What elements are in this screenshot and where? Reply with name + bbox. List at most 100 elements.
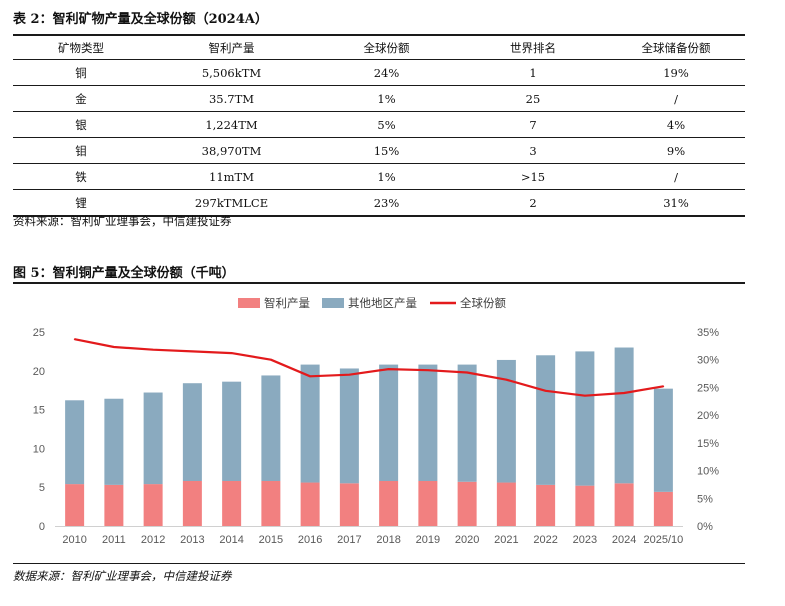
legend-swatch: [322, 298, 344, 308]
figure-top-rule: [13, 282, 745, 284]
cell-reserve: 9%: [607, 137, 745, 164]
legend-swatch: [238, 298, 260, 308]
header-global-share: 全球份额: [314, 34, 459, 60]
cell-share: 1%: [314, 85, 459, 112]
cell-reserve: 19%: [607, 59, 745, 86]
cell-reserve: /: [607, 163, 745, 190]
right-axis-tick-label: 5%: [697, 493, 713, 505]
bar-chile-output: [339, 483, 359, 526]
left-axis-tick-label: 20: [33, 366, 45, 378]
cell-share: 1%: [314, 163, 459, 190]
figure-title: 图 5：智利铜产量及全球份额（千吨）: [13, 266, 235, 281]
bar-other-output: [222, 381, 242, 481]
cell-mineral: 银: [13, 111, 149, 138]
right-axis-tick-label: 35%: [697, 327, 719, 339]
bar-chile-output: [418, 480, 438, 526]
share-point: [230, 352, 233, 354]
bar-other-output: [418, 364, 438, 481]
figure-source: 数据来源：智利矿业理事会，中信建投证券: [13, 569, 232, 583]
cell-output: 11mTM: [149, 163, 314, 190]
bar-chile-output: [182, 480, 202, 526]
x-axis-tick-label: 2010: [62, 534, 86, 546]
bar-other-output: [536, 355, 556, 485]
table-row: 铜 5,506kTM 24% 1 19%: [13, 59, 745, 86]
x-axis-tick-label: 2019: [416, 534, 440, 546]
table-source: 资料来源：智利矿业理事会，中信建投证券: [13, 214, 232, 228]
left-axis-tick-label: 0: [39, 521, 45, 533]
legend-label: 其他地区产量: [348, 296, 417, 310]
share-point: [387, 368, 390, 370]
bar-other-output: [300, 364, 320, 483]
header-world-rank: 世界排名: [459, 34, 607, 60]
bar-chile-output: [300, 482, 320, 526]
bar-chile-output: [575, 485, 595, 526]
chart-bars: [65, 347, 673, 526]
cell-rank: 3: [459, 137, 607, 164]
cell-reserve: /: [607, 85, 745, 112]
bar-chile-output: [653, 491, 673, 526]
legend-label: 全球份额: [460, 296, 506, 310]
x-axis-tick-label: 2014: [219, 534, 243, 546]
cell-rank: 2: [459, 189, 607, 217]
share-point: [505, 378, 508, 381]
header-chile-output: 智利产量: [149, 34, 314, 60]
bar-chile-output: [457, 481, 477, 526]
right-axis-tick-label: 25%: [697, 382, 719, 394]
bar-chile-output: [379, 480, 399, 526]
bar-chile-output: [143, 484, 163, 526]
right-axis-tick-label: 20%: [697, 410, 719, 422]
bar-chile-output: [222, 480, 242, 526]
share-point: [584, 394, 586, 397]
cell-mineral: 金: [13, 85, 149, 112]
bar-chile-output: [536, 484, 556, 526]
share-point: [270, 358, 272, 361]
legend-label: 智利产量: [264, 296, 310, 310]
cell-rank: 7: [459, 111, 607, 138]
share-point: [113, 346, 115, 348]
chart-share-line: [73, 338, 665, 397]
bar-other-output: [339, 368, 359, 484]
cell-share: 5%: [314, 111, 459, 138]
right-axis-tick-label: 30%: [697, 355, 719, 367]
cell-output: 1,224TM: [149, 111, 314, 138]
bar-other-output: [104, 398, 124, 485]
bar-other-output: [614, 347, 634, 484]
x-axis-tick-label: 2018: [376, 534, 400, 546]
share-point: [309, 375, 311, 378]
x-axis-tick-label: 2012: [141, 534, 165, 546]
bar-chile-output: [104, 484, 124, 526]
bar-other-output: [261, 375, 281, 481]
cell-share: 23%: [314, 189, 459, 217]
x-axis-tick-label: 2011: [102, 534, 126, 546]
share-point: [466, 371, 468, 374]
table-row: 铁 11mTM 1% >15 /: [13, 163, 745, 190]
bar-other-output: [65, 400, 85, 485]
bar-other-output: [575, 351, 595, 486]
share-point: [73, 338, 76, 341]
cell-reserve: 4%: [607, 111, 745, 138]
x-axis-tick-label: 2015: [259, 534, 283, 546]
bar-other-output: [143, 392, 163, 485]
share-line: [74, 338, 664, 397]
share-point: [191, 350, 194, 353]
share-point: [348, 373, 351, 376]
bar-chile-output: [496, 482, 516, 526]
right-axis-tick-label: 10%: [697, 466, 719, 478]
x-axis-tick-label: 2022: [533, 534, 557, 546]
table-title: 表 2：智利矿物产量及全球份额（2024A）: [13, 12, 268, 27]
cell-mineral: 锂: [13, 189, 149, 217]
cell-share: 24%: [314, 59, 459, 86]
bar-chile-output: [261, 480, 281, 526]
header-reserve-share: 全球储备份额: [607, 34, 745, 60]
x-axis-tick-label: 2023: [573, 534, 597, 546]
cell-mineral: 钼: [13, 137, 149, 164]
share-point: [662, 385, 665, 388]
bar-chile-output: [614, 483, 634, 526]
cell-output: 5,506kTM: [149, 59, 314, 86]
minerals-table: 矿物类型 智利产量 全球份额 世界排名 全球储备份额 铜 5,506kTM 24…: [13, 34, 745, 217]
share-point: [152, 348, 154, 351]
figure-bottom-rule: [13, 563, 745, 564]
x-axis-tick-label: 2024: [612, 534, 636, 546]
bar-other-output: [496, 359, 516, 483]
copper-chart: 智利产量 其他地区产量 全球份额 0 5 10 15 20 25 0% 5% 10% 15% 20% 25…: [33, 296, 719, 546]
